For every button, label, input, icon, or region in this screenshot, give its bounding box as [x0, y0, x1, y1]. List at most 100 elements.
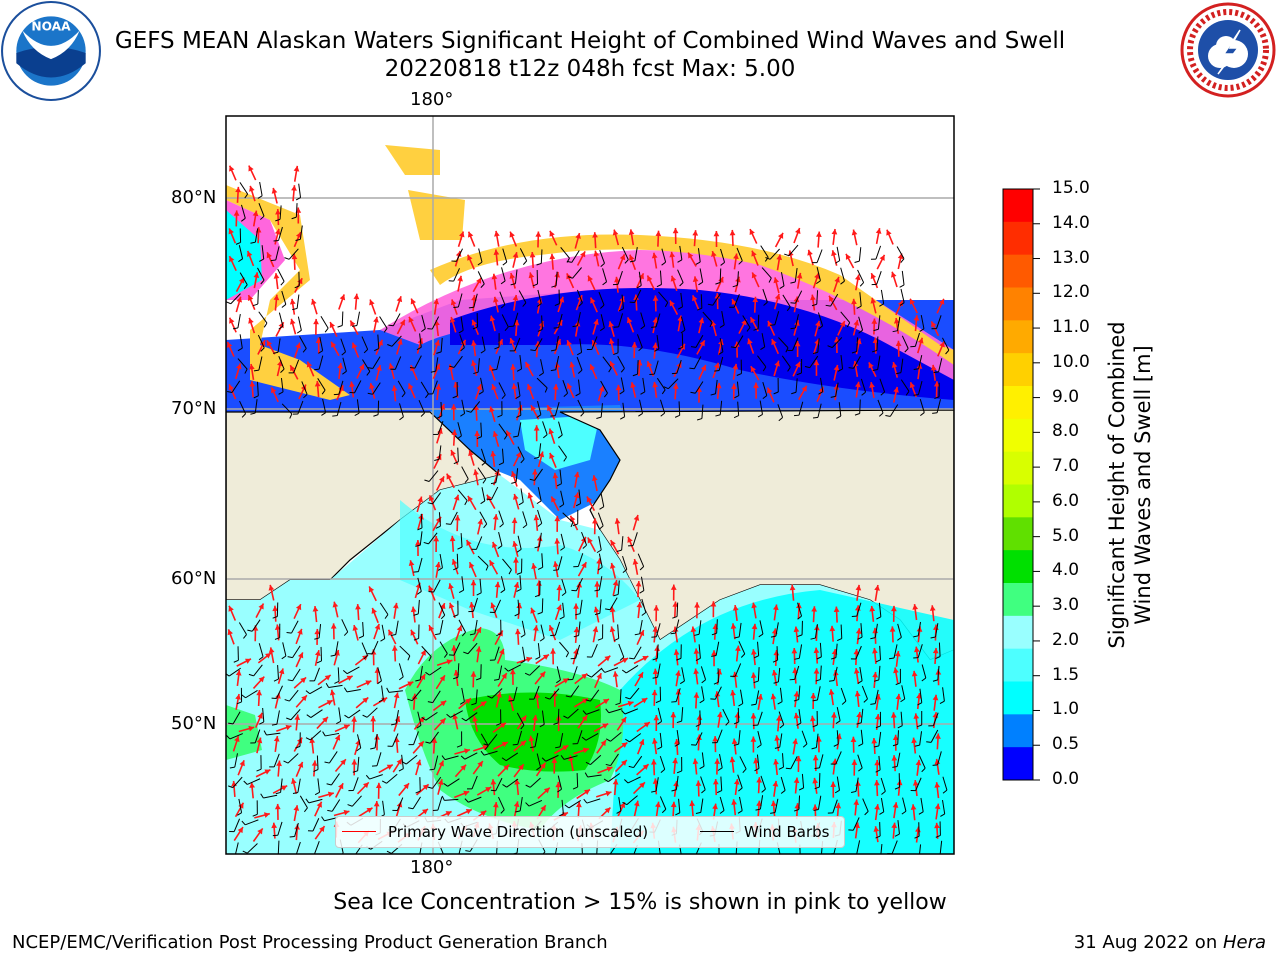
- wave-arrow-head: [890, 712, 897, 718]
- wave-arrow-head: [351, 759, 358, 765]
- wind-barb: [937, 665, 940, 680]
- wind-barb-flag: [485, 565, 489, 571]
- wave-arrow-head: [315, 337, 322, 343]
- wave-arrow-head: [642, 655, 649, 662]
- wind-barb: [816, 267, 821, 281]
- wind-barb: [519, 354, 523, 370]
- wind-barb: [328, 684, 343, 689]
- wind-barb-flag: [875, 659, 881, 663]
- wind-barb-flag: [651, 790, 657, 793]
- wind-barb: [356, 399, 360, 414]
- wave-arrow-head: [366, 807, 373, 814]
- wind-barb-flag: [585, 761, 591, 766]
- wave-arrow-head: [535, 231, 542, 237]
- wind-barb-flag: [415, 679, 421, 682]
- wave-arrow-head: [829, 625, 836, 632]
- wind-barb: [331, 799, 341, 812]
- wind-barb: [496, 355, 501, 370]
- nws-logo: [1180, 2, 1276, 98]
- wind-barb-flag: [813, 809, 819, 812]
- wind-barb: [798, 709, 802, 724]
- wind-barb: [577, 399, 585, 413]
- wave-arrow-head: [324, 675, 331, 681]
- wind-barb-flag: [784, 253, 790, 257]
- wind-barb-flag: [453, 676, 459, 680]
- wave-arrow-head: [886, 229, 892, 236]
- wind-barb: [292, 668, 301, 682]
- lat-label-50: 50°N: [171, 713, 217, 734]
- wind-barb-flag: [674, 743, 680, 747]
- wind-barb-flag: [352, 770, 358, 773]
- wind-barb-flag: [283, 760, 289, 764]
- wind-barb-flag: [478, 391, 484, 395]
- wind-barb: [576, 311, 581, 326]
- wind-barb-flag: [260, 279, 265, 285]
- wind-barb: [572, 666, 578, 680]
- wave-arrow-head: [672, 383, 679, 389]
- wind-barb-flag: [413, 571, 419, 573]
- wave-arrow-head: [582, 747, 589, 754]
- wind-barb: [480, 733, 489, 747]
- wind-barb-flag: [599, 506, 605, 510]
- wind-barb-flag: [520, 634, 526, 638]
- wind-barb-flag: [776, 856, 780, 859]
- wave-arrow-head: [756, 800, 762, 807]
- wind-barb-flag: [935, 656, 941, 660]
- wave-arrow-head: [260, 340, 266, 347]
- wind-barb-flag: [465, 850, 471, 852]
- wind-barb: [655, 313, 661, 328]
- wind-barb: [738, 730, 741, 745]
- wave-arrow-head: [469, 602, 475, 608]
- wind-barb-flag: [870, 637, 876, 640]
- wind-barb-flag: [620, 368, 625, 373]
- wave-arrow-head: [422, 808, 428, 815]
- wind-barb-flag: [500, 280, 506, 285]
- wind-barb-flag: [575, 392, 581, 397]
- wind-barb: [736, 271, 739, 286]
- wave-arrow-head: [289, 318, 296, 325]
- wind-barb-flag: [476, 592, 482, 596]
- wind-barb-flag: [260, 347, 265, 352]
- wave-arrow-head: [249, 782, 255, 788]
- wave-arrow-head: [573, 492, 580, 499]
- wind-barb: [855, 777, 859, 792]
- wind-barb-flag: [572, 786, 578, 790]
- wind-barb-flag: [377, 680, 382, 685]
- wave-arrow-head: [518, 764, 524, 771]
- wave-arrow-head: [627, 536, 633, 543]
- wave-arrow-head: [471, 340, 477, 346]
- wind-barb: [519, 796, 523, 811]
- wind-barb: [576, 289, 583, 304]
- wind-barb: [289, 689, 299, 702]
- wave-arrow-head: [566, 340, 572, 347]
- wave-arrow-head: [809, 715, 816, 722]
- wind-barb: [560, 533, 565, 548]
- wind-barb: [604, 667, 619, 673]
- wave-arrow-head: [633, 800, 640, 807]
- wind-barb-flag: [495, 722, 502, 726]
- wind-barb-flag: [296, 329, 302, 334]
- wind-barb-flag: [619, 416, 625, 420]
- wind-barb: [417, 577, 422, 592]
- wave-arrow-head: [628, 254, 635, 261]
- wind-barb-flag: [564, 804, 570, 809]
- wind-barb: [817, 795, 822, 810]
- colorbar-segment: [1003, 386, 1033, 420]
- wave-arrow-head: [851, 759, 858, 765]
- wind-barb-flag: [481, 461, 487, 466]
- wind-barb: [376, 752, 382, 766]
- wave-arrow-head: [386, 764, 393, 770]
- wave-arrow-head: [796, 272, 803, 279]
- wind-barb-flag: [829, 680, 835, 682]
- wind-barb: [412, 796, 421, 809]
- wind-barb: [392, 733, 399, 747]
- wave-arrow-head: [513, 319, 520, 326]
- wind-barb: [502, 558, 512, 571]
- wind-barb: [600, 314, 605, 328]
- wind-barb-flag: [441, 795, 445, 801]
- wind-barb: [506, 778, 519, 788]
- wind-barb-flag: [541, 757, 547, 762]
- wind-barb-flag: [575, 503, 581, 507]
- wave-arrow-head: [938, 298, 945, 305]
